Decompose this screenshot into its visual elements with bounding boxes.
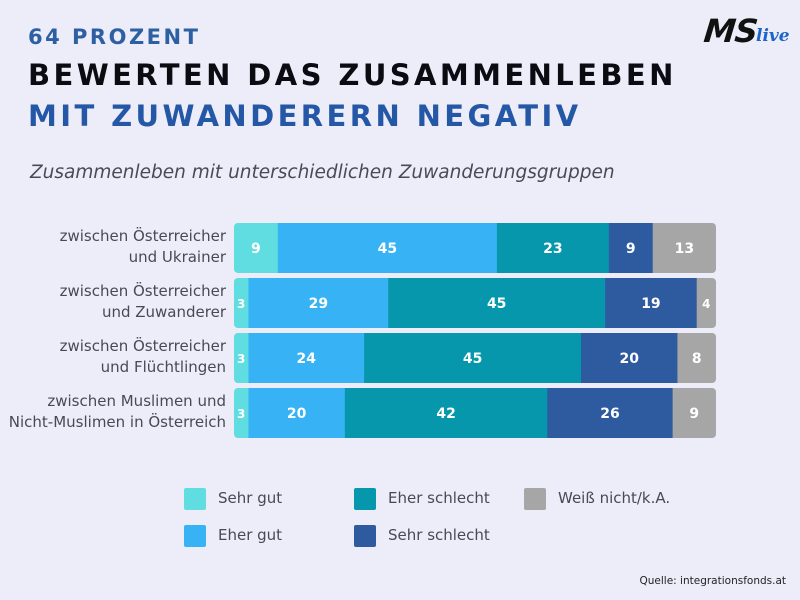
- brand-logo: MS live: [702, 12, 790, 50]
- category-label-line: Nicht-Muslimen in Österreich: [8, 413, 226, 431]
- legend-label: Sehr gut: [218, 489, 283, 507]
- category-label-line: und Flüchtlingen: [100, 358, 226, 376]
- data-label: 8: [692, 351, 702, 367]
- data-label: 20: [619, 351, 639, 367]
- category-label: zwischen Österreicher und Flüchtlingen: [0, 336, 226, 378]
- bar-segment-sehr-schlecht-row-4: [547, 388, 674, 438]
- headline-line-1: BEWERTEN DAS ZUSAMMENLEBEN: [28, 58, 677, 92]
- bar-segment-eher-gut-row-2: [248, 278, 389, 328]
- bar-row-2: [234, 278, 716, 328]
- bar-segment-sehr-gut-row-3: [234, 333, 249, 383]
- bar-row-1: [234, 223, 716, 273]
- data-label: 3: [237, 407, 245, 421]
- legend-label: Eher schlecht: [388, 489, 490, 507]
- headline-line-2: MIT ZUWANDERERN NEGATIV: [28, 99, 582, 133]
- data-label: 20: [287, 406, 307, 422]
- legend-swatch: [184, 488, 206, 510]
- data-label: 29: [309, 296, 328, 312]
- data-label: 26: [600, 406, 619, 422]
- data-label: 9: [251, 241, 261, 257]
- legend-swatch: [354, 488, 376, 510]
- source-label: Quelle:: [639, 575, 677, 587]
- bar-segment-wei-nicht-k-a--row-2: [696, 278, 716, 328]
- category-label-line: zwischen Österreicher: [59, 227, 226, 245]
- bar-segment-eher-gut-row-3: [248, 333, 365, 383]
- bar-row-3: [234, 333, 716, 383]
- source-note: Quelle: integrationsfonds.at: [639, 575, 786, 587]
- bar-segment-eher-schlecht-row-3: [364, 333, 582, 383]
- bar-row-4: [234, 388, 716, 438]
- category-label-line: zwischen Österreicher: [59, 282, 226, 300]
- legend-swatch: [184, 525, 206, 547]
- data-label: 9: [626, 241, 636, 257]
- legend-label: Eher gut: [218, 526, 283, 544]
- category-label: zwischen Österreicher und Ukrainer: [0, 226, 226, 268]
- category-label-line: zwischen Muslimen und: [47, 392, 226, 410]
- bar-segment-wei-nicht-k-a--row-3: [677, 333, 716, 383]
- category-label: zwischen Österreicher und Zuwanderer: [0, 281, 226, 323]
- category-label-line: und Zuwanderer: [101, 303, 226, 321]
- bar-segment-eher-schlecht-row-4: [344, 388, 548, 438]
- chart-subtitle: Zusammenleben mit unterschiedlichen Zuwa…: [30, 162, 615, 183]
- data-label: 3: [237, 352, 245, 366]
- legend-label: Weiß nicht/k.A.: [558, 489, 671, 507]
- data-label: 19: [641, 296, 660, 312]
- bar-segment-wei-nicht-k-a--row-4: [672, 388, 716, 438]
- bar-segment-eher-gut-row-1: [277, 223, 498, 273]
- data-label: 13: [675, 241, 694, 257]
- bar-segment-sehr-gut-row-4: [234, 388, 249, 438]
- data-label: 45: [487, 296, 506, 312]
- data-label: 42: [436, 406, 455, 422]
- bar-segment-eher-gut-row-4: [248, 388, 346, 438]
- data-label: 45: [378, 241, 397, 257]
- bar-segment-eher-schlecht-row-1: [496, 223, 610, 273]
- bar-segment-sehr-schlecht-row-2: [605, 278, 698, 328]
- data-label: 45: [463, 351, 482, 367]
- legend-label: Sehr schlecht: [388, 526, 490, 544]
- bar-segment-sehr-schlecht-row-1: [608, 223, 654, 273]
- bar-segment-sehr-gut-row-2: [234, 278, 249, 328]
- category-label-line: zwischen Österreicher: [59, 337, 226, 355]
- category-label-line: und Ukrainer: [128, 248, 226, 266]
- logo-suffix: live: [756, 26, 790, 46]
- source-value: integrationsfonds.at: [680, 575, 786, 587]
- data-label: 24: [297, 351, 317, 367]
- legend-swatch: [354, 525, 376, 547]
- legend-swatch: [524, 488, 546, 510]
- bar-segment-sehr-schlecht-row-3: [581, 333, 678, 383]
- bar-segment-eher-schlecht-row-2: [388, 278, 606, 328]
- data-label: 3: [237, 297, 245, 311]
- data-label: 4: [702, 297, 710, 311]
- data-label: 9: [689, 406, 699, 422]
- bar-segment-wei-nicht-k-a--row-1: [652, 223, 716, 273]
- kicker-text: 64 PROZENT: [28, 25, 201, 49]
- data-label: 23: [543, 241, 562, 257]
- bar-segment-sehr-gut-row-1: [234, 223, 279, 273]
- category-label: zwischen Muslimen und Nicht-Muslimen in Ö…: [0, 391, 226, 433]
